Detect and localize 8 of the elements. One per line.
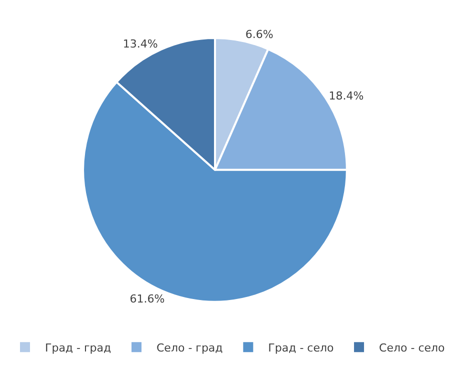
data-label: 6.6% [245,28,274,42]
data-label: 61.6% [130,292,165,306]
legend-label: Град - град [45,341,112,354]
data-label: 13.4% [122,38,158,51]
legend-label: Село - село [379,341,446,354]
data-label: 18.4% [328,89,364,102]
legend-label: Град - село [268,341,334,354]
legend-label: Село - град [156,341,224,354]
